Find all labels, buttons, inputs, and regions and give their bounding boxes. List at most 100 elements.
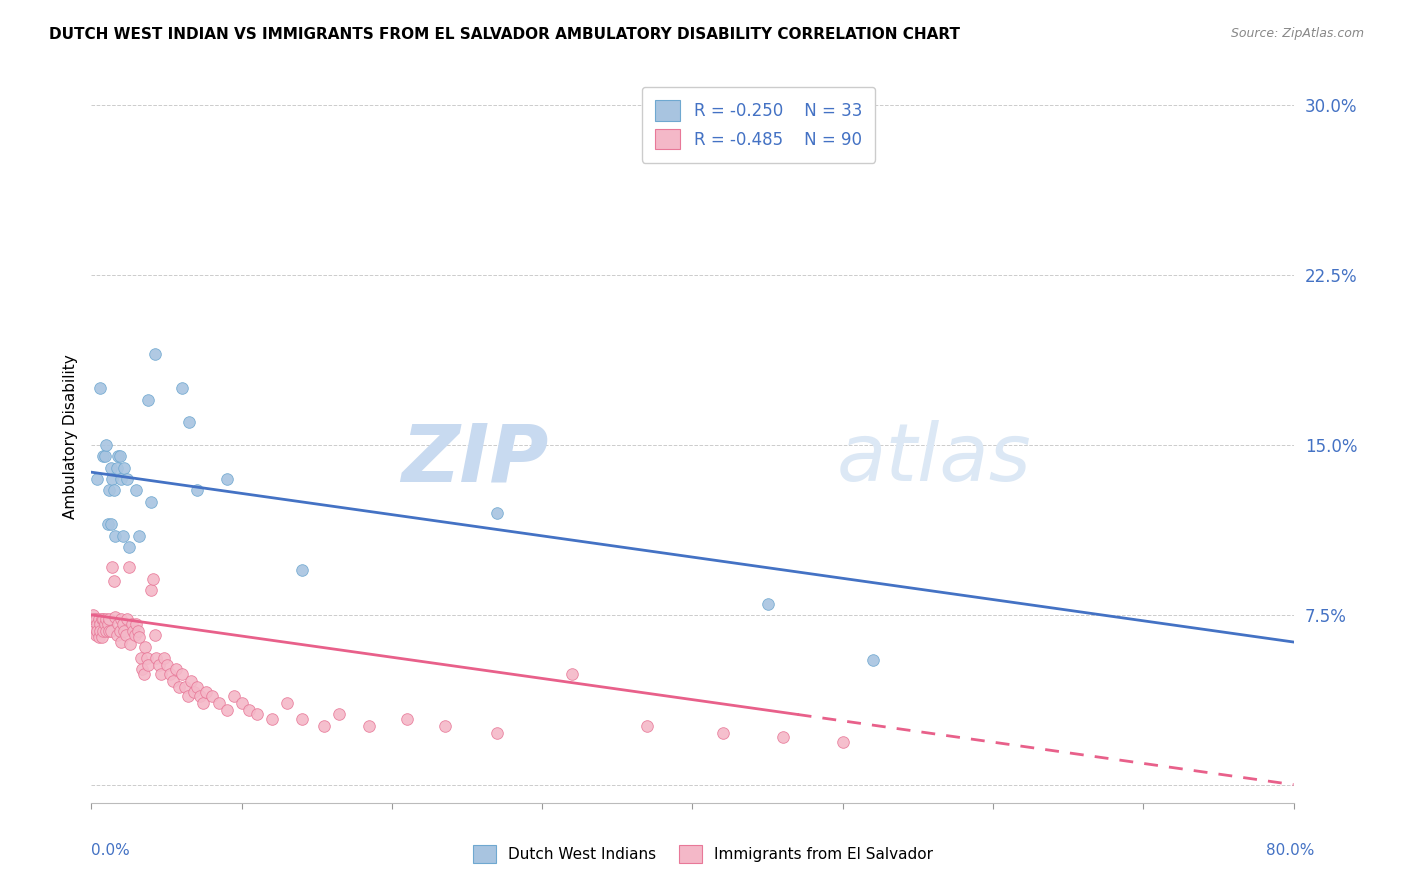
Point	[114, 460, 136, 475]
Point	[291, 712, 314, 726]
Y-axis label: Ambulatory Disability: Ambulatory Disability	[62, 355, 77, 519]
Point	[129, 651, 152, 665]
Point	[183, 685, 205, 699]
Point	[145, 651, 167, 665]
Point	[143, 628, 166, 642]
Point	[433, 719, 456, 733]
Point	[127, 624, 149, 638]
Point	[756, 597, 779, 611]
Point	[194, 685, 217, 699]
Text: 0.0%: 0.0%	[91, 843, 131, 858]
Point	[83, 612, 105, 626]
Point	[141, 582, 163, 597]
Point	[152, 651, 174, 665]
Point	[143, 347, 166, 361]
Point	[215, 703, 238, 717]
Point	[131, 662, 153, 676]
Point	[110, 635, 132, 649]
Point	[636, 719, 658, 733]
Point	[246, 707, 269, 722]
Point	[191, 696, 214, 710]
Point	[103, 483, 125, 498]
Point	[276, 696, 298, 710]
Point	[134, 640, 156, 654]
Point	[100, 517, 122, 532]
Point	[104, 610, 127, 624]
Point	[328, 707, 350, 722]
Point	[201, 690, 224, 704]
Point	[82, 607, 104, 622]
Point	[110, 472, 132, 486]
Point	[125, 616, 148, 631]
Point	[155, 657, 177, 672]
Point	[180, 673, 202, 688]
Point	[188, 690, 211, 704]
Point	[224, 690, 246, 704]
Point	[148, 657, 170, 672]
Point	[100, 460, 122, 475]
Point	[93, 612, 115, 626]
Point	[141, 494, 163, 508]
Point	[149, 666, 172, 681]
Point	[89, 381, 111, 395]
Point	[86, 616, 108, 631]
Point	[128, 528, 150, 542]
Point	[831, 734, 853, 748]
Point	[136, 651, 159, 665]
Point	[173, 681, 195, 695]
Point	[208, 696, 231, 710]
Point	[138, 657, 160, 672]
Point	[122, 624, 145, 638]
Point	[159, 666, 181, 681]
Point	[177, 415, 200, 429]
Point	[314, 719, 336, 733]
Point	[111, 616, 134, 631]
Point	[486, 506, 509, 520]
Point	[83, 624, 105, 638]
Point	[96, 612, 118, 626]
Point	[711, 725, 734, 739]
Point	[176, 690, 198, 704]
Point	[128, 631, 150, 645]
Point	[86, 624, 108, 638]
Point	[142, 572, 165, 586]
Point	[103, 574, 125, 588]
Point	[291, 563, 314, 577]
Point	[90, 631, 112, 645]
Point	[167, 681, 190, 695]
Point	[359, 719, 381, 733]
Point	[86, 472, 108, 486]
Point	[89, 624, 111, 638]
Point	[96, 624, 118, 638]
Point	[87, 631, 110, 645]
Legend: Dutch West Indians, Immigrants from El Salvador: Dutch West Indians, Immigrants from El S…	[465, 837, 941, 871]
Point	[231, 696, 253, 710]
Point	[105, 460, 128, 475]
Point	[105, 628, 128, 642]
Point	[117, 612, 139, 626]
Point	[93, 624, 115, 638]
Point	[165, 662, 187, 676]
Point	[84, 628, 107, 642]
Point	[98, 612, 121, 626]
Point	[96, 438, 118, 452]
Point	[107, 616, 129, 631]
Point	[98, 483, 121, 498]
Text: ZIP: ZIP	[401, 420, 548, 498]
Point	[97, 517, 120, 532]
Point	[186, 681, 208, 695]
Text: 80.0%: 80.0%	[1267, 843, 1315, 858]
Point	[98, 624, 121, 638]
Point	[118, 560, 141, 574]
Point	[111, 528, 134, 542]
Point	[114, 624, 136, 638]
Point	[118, 540, 141, 554]
Point	[162, 673, 184, 688]
Point	[124, 628, 146, 642]
Legend: R = -0.250    N = 33, R = -0.485    N = 90: R = -0.250 N = 33, R = -0.485 N = 90	[643, 87, 876, 162]
Point	[186, 483, 208, 498]
Point	[90, 612, 112, 626]
Text: Source: ZipAtlas.com: Source: ZipAtlas.com	[1230, 27, 1364, 40]
Point	[89, 616, 111, 631]
Point	[93, 450, 115, 464]
